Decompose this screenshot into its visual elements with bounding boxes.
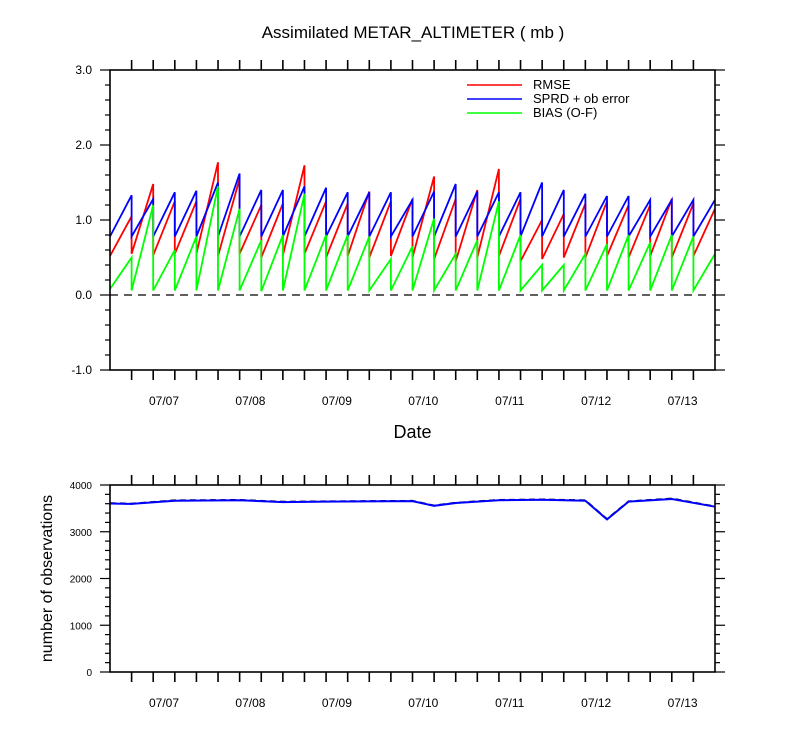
x-axis-label: Date xyxy=(393,422,431,442)
x-tick-label: 07/08 xyxy=(235,394,265,408)
top-x-tick-labels: 07/07 07/08 07/09 07/10 07/11 07/12 07/13 xyxy=(149,394,698,408)
series-line-obs-assimilated xyxy=(109,497,716,521)
x-tick-label: 07/10 xyxy=(408,696,438,710)
legend: RMSE SPRD + ob error BIAS (O-F) xyxy=(467,77,630,120)
x-tick-label: 07/08 xyxy=(235,696,265,710)
y-tick-label: 0.0 xyxy=(75,288,92,302)
x-tick-label: 07/12 xyxy=(581,394,611,408)
x-tick-label: 07/10 xyxy=(408,394,438,408)
legend-label-rmse: RMSE xyxy=(533,77,571,92)
x-tick-label: 07/11 xyxy=(495,696,524,710)
y-tick-label: 1.0 xyxy=(75,213,92,227)
legend-label-bias: BIAS (O-F) xyxy=(533,105,597,120)
y-tick-label: -1.0 xyxy=(71,363,92,377)
y-tick-label: 3.0 xyxy=(75,63,92,77)
bottom-y-ticks xyxy=(100,484,725,673)
bottom-series-group xyxy=(109,497,716,521)
bottom-panel: 07/07 07/08 07/09 07/10 07/11 07/12 07/13 0 100… xyxy=(39,475,725,710)
x-tick-label: 07/13 xyxy=(668,696,698,710)
x-tick-label: 07/07 xyxy=(149,394,179,408)
top-series-group xyxy=(109,162,716,294)
x-tick-label: 07/11 xyxy=(495,394,524,408)
bottom-x-tick-labels: 07/07 07/08 07/09 07/10 07/11 07/12 07/13 xyxy=(149,696,698,710)
top-y-ticks xyxy=(100,69,725,371)
y-tick-label: 2000 xyxy=(70,575,93,586)
chart-title: Assimilated METAR_ALTIMETER ( mb ) xyxy=(262,23,565,42)
legend-label-sprd: SPRD + ob error xyxy=(533,91,630,106)
y-tick-label: 2.0 xyxy=(75,138,92,152)
x-tick-label: 07/07 xyxy=(149,696,179,710)
bottom-plot-frame xyxy=(109,484,716,673)
top-y-tick-labels: -1.0 0.0 1.0 2.0 3.0 xyxy=(71,63,92,377)
y-tick-label: 4000 xyxy=(70,481,93,492)
bottom-x-ticks xyxy=(130,475,695,682)
series-line-bias-o-f xyxy=(109,186,716,294)
x-tick-label: 07/13 xyxy=(668,394,698,408)
x-tick-label: 07/09 xyxy=(322,696,352,710)
top-panel: Assimilated METAR_ALTIMETER ( mb ) 07/07… xyxy=(71,23,725,442)
x-tick-label: 07/09 xyxy=(322,394,352,408)
y-tick-label: 0 xyxy=(86,668,92,679)
x-tick-label: 07/12 xyxy=(581,696,611,710)
y-tick-label: 3000 xyxy=(70,528,93,539)
bottom-y-tick-labels: 0 1000 2000 3000 4000 xyxy=(70,481,93,679)
series-line-sprd-ob-error xyxy=(109,173,716,240)
y-axis-label-observations: number of observations xyxy=(39,495,56,662)
y-tick-label: 1000 xyxy=(70,621,93,632)
top-x-ticks xyxy=(130,60,695,380)
